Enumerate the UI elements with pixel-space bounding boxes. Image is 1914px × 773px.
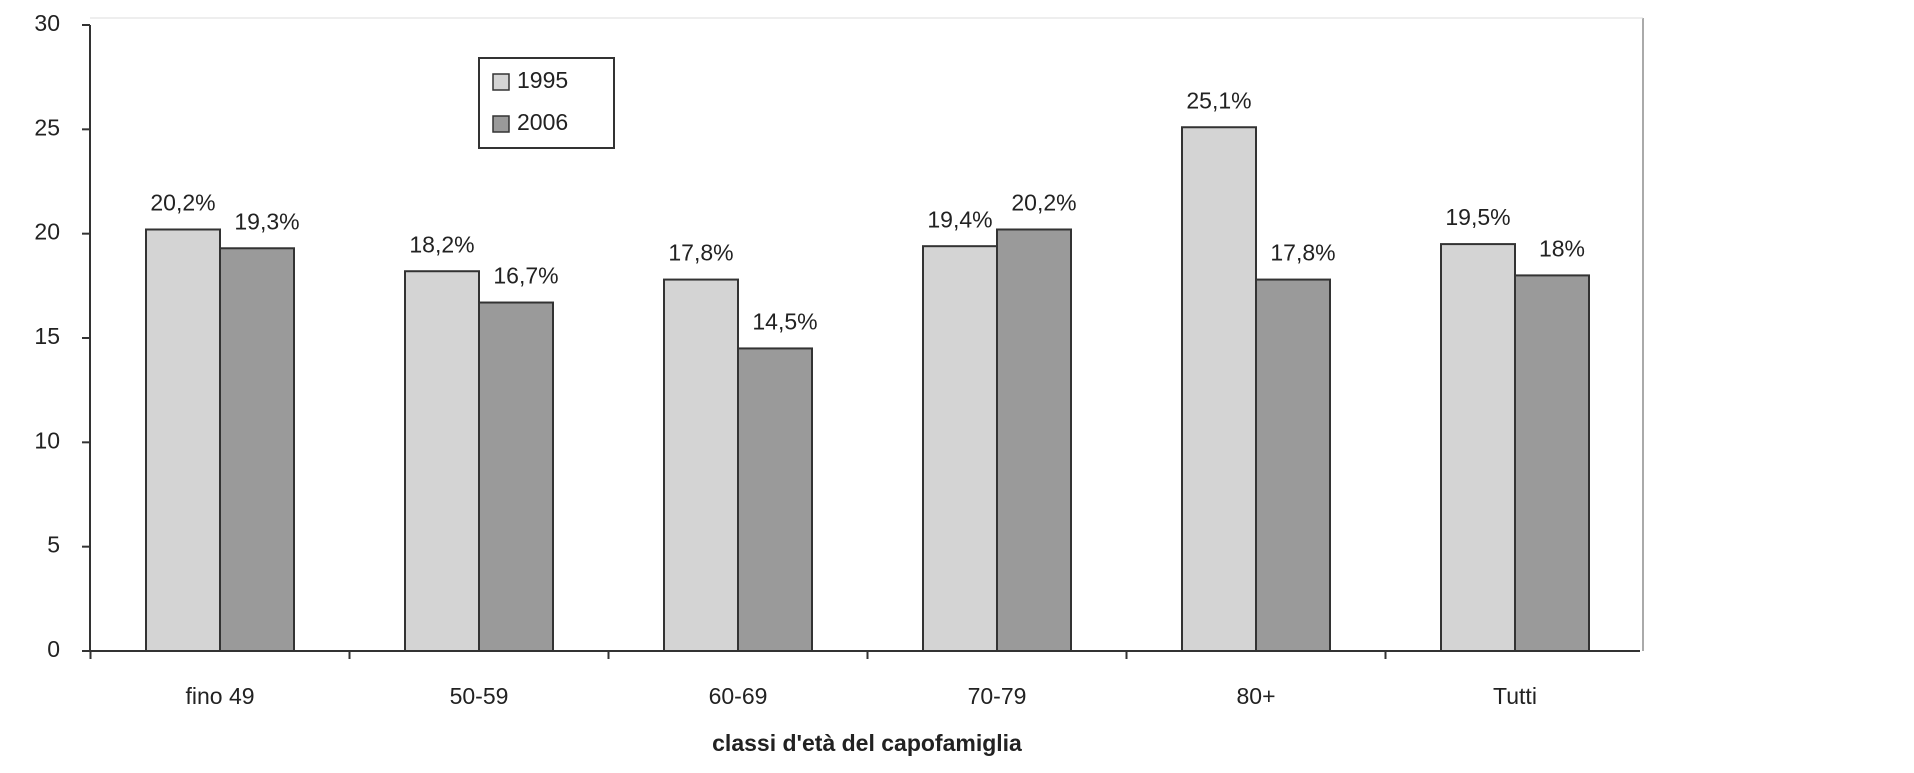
y-tick-label: 30 bbox=[34, 10, 60, 36]
legend-box bbox=[478, 57, 615, 149]
data-label: 25,1% bbox=[1186, 87, 1251, 113]
data-label: 19,3% bbox=[234, 208, 299, 234]
data-label: 18% bbox=[1539, 235, 1585, 261]
y-tick-label: 15 bbox=[34, 323, 60, 349]
legend-swatch bbox=[492, 115, 510, 133]
data-label: 20,2% bbox=[150, 190, 215, 216]
bar bbox=[663, 278, 739, 652]
bar bbox=[1514, 274, 1590, 652]
x-tick-label: 60-69 bbox=[709, 683, 768, 709]
y-tick-label: 20 bbox=[34, 219, 60, 245]
data-label: 19,4% bbox=[927, 206, 992, 232]
legend-swatch bbox=[492, 73, 510, 91]
bar bbox=[737, 347, 813, 652]
bar bbox=[219, 247, 295, 652]
x-tick-label: 70-79 bbox=[968, 683, 1027, 709]
data-label: 18,2% bbox=[409, 231, 474, 257]
y-tick-label: 0 bbox=[47, 636, 60, 662]
data-label: 20,2% bbox=[1011, 190, 1076, 216]
data-label: 14,5% bbox=[752, 309, 817, 335]
bar bbox=[1181, 126, 1257, 653]
x-tick-label: 80+ bbox=[1236, 683, 1275, 709]
x-tick-label: Tutti bbox=[1493, 683, 1537, 709]
y-tick-label: 25 bbox=[34, 114, 60, 140]
bar bbox=[478, 301, 554, 652]
bar bbox=[922, 245, 998, 652]
x-axis-title: classi d'età del capofamiglia bbox=[712, 730, 1022, 756]
legend-label: 1995 bbox=[517, 67, 568, 93]
legend-label: 2006 bbox=[517, 109, 568, 135]
bar bbox=[1255, 278, 1331, 652]
y-tick-label: 5 bbox=[47, 532, 60, 558]
bar bbox=[145, 228, 221, 652]
x-tick-label: 50-59 bbox=[450, 683, 509, 709]
data-label: 17,8% bbox=[1270, 240, 1335, 266]
data-label: 17,8% bbox=[668, 240, 733, 266]
bar bbox=[996, 228, 1072, 652]
bar bbox=[1440, 243, 1516, 652]
data-label: 16,7% bbox=[493, 263, 558, 289]
data-label: 19,5% bbox=[1445, 204, 1510, 230]
bar bbox=[404, 270, 480, 652]
y-tick-label: 10 bbox=[34, 427, 60, 453]
x-tick-label: fino 49 bbox=[185, 683, 254, 709]
